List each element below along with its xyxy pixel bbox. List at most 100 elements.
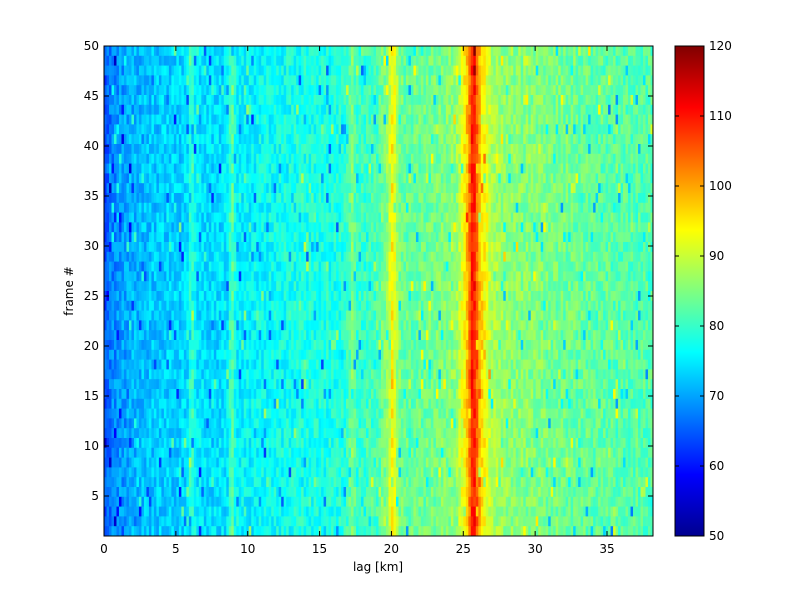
heatmap-cell (393, 222, 397, 233)
heatmap-cell (633, 183, 636, 194)
heatmap-cell (573, 212, 577, 223)
heatmap-cell (248, 95, 252, 106)
heatmap-cell (498, 202, 502, 213)
heatmap-cell (468, 124, 472, 135)
heatmap-cell (183, 75, 187, 86)
heatmap-cell (448, 144, 452, 155)
heatmap-cell (613, 222, 616, 233)
heatmap-cell (573, 242, 577, 253)
heatmap-cell (538, 75, 542, 86)
heatmap-cell (328, 212, 332, 223)
heatmap-cell (226, 134, 230, 145)
heatmap-cell (593, 193, 597, 204)
heatmap-cell (488, 144, 492, 155)
heatmap-cell (615, 193, 619, 204)
heatmap-cell (548, 95, 552, 106)
heatmap-cell (535, 55, 539, 66)
heatmap-cell (618, 65, 621, 76)
heatmap-cell (141, 144, 145, 155)
heatmap-cell (186, 251, 190, 262)
heatmap-cell (211, 193, 215, 204)
heatmap-cell (613, 251, 616, 262)
heatmap-cell (550, 173, 554, 184)
heatmap-cell (618, 46, 621, 57)
heatmap-cell (216, 124, 220, 135)
heatmap-cell (263, 65, 267, 76)
heatmap-cell (515, 85, 519, 96)
heatmap-cell (343, 163, 347, 174)
heatmap-cell (558, 222, 562, 233)
heatmap-cell (231, 95, 235, 106)
heatmap-cell (318, 124, 322, 135)
heatmap-cell (186, 124, 190, 135)
heatmap-cell (510, 134, 514, 145)
heatmap-cell (318, 65, 322, 76)
heatmap-cell (605, 153, 609, 164)
heatmap-cell (530, 95, 534, 106)
heatmap-cell (550, 75, 554, 86)
heatmap-cell (203, 202, 207, 213)
heatmap-cell (258, 65, 262, 76)
heatmap-cell (543, 193, 547, 204)
heatmap-cell (523, 114, 527, 125)
heatmap-cell (366, 222, 369, 233)
heatmap-cell (508, 85, 512, 96)
heatmap-cell (153, 114, 157, 125)
heatmap-cell (308, 212, 312, 223)
heatmap-cell (573, 46, 577, 57)
heatmap-cell (633, 173, 636, 184)
heatmap-cell (161, 114, 165, 125)
heatmap-cell (236, 212, 240, 223)
heatmap-cell (560, 144, 564, 155)
heatmap-cell (543, 153, 547, 164)
heatmap-cell (273, 95, 277, 106)
heatmap-cell (475, 114, 479, 125)
heatmap-cell (298, 251, 302, 262)
heatmap-cell (608, 222, 611, 233)
heatmap-cell (563, 75, 567, 86)
heatmap-cell (173, 55, 177, 66)
heatmap-cell (540, 65, 544, 76)
heatmap-cell (620, 163, 624, 174)
heatmap-cell (475, 163, 479, 174)
heatmap-cell (540, 46, 544, 57)
heatmap-cell (630, 212, 634, 223)
heatmap-cell (435, 222, 439, 233)
heatmap-cell (138, 65, 142, 76)
heatmap-cell (510, 55, 514, 66)
heatmap-cell (231, 212, 235, 223)
heatmap-cell (161, 65, 165, 76)
heatmap-cell (373, 65, 377, 76)
heatmap-cell (490, 95, 494, 106)
heatmap-cell (221, 251, 225, 262)
heatmap-cell (368, 232, 372, 243)
heatmap-cell (583, 222, 587, 233)
heatmap-cell (528, 173, 532, 184)
heatmap-cell (645, 153, 649, 164)
heatmap-cell (528, 104, 532, 115)
heatmap-cell (640, 242, 644, 253)
heatmap-cell (166, 85, 170, 96)
heatmap-cell (263, 222, 267, 233)
heatmap-cell (278, 55, 282, 66)
heatmap-cell (415, 46, 419, 57)
heatmap-cell (356, 232, 359, 243)
heatmap-cell (193, 163, 197, 174)
heatmap-cell (173, 144, 177, 155)
heatmap-cell (246, 95, 250, 106)
heatmap-cell (468, 65, 472, 76)
heatmap-cell (580, 193, 584, 204)
heatmap-cell (153, 144, 157, 155)
heatmap-cell (368, 114, 372, 125)
heatmap-cell (206, 173, 210, 184)
heatmap-cell (278, 114, 282, 125)
heatmap-cell (465, 163, 469, 174)
heatmap-cell (126, 85, 130, 96)
heatmap-cell (328, 193, 332, 204)
heatmap-cell (116, 124, 120, 135)
heatmap-cell (263, 75, 267, 86)
heatmap-cell (578, 134, 582, 145)
heatmap-cell (158, 232, 162, 243)
heatmap-cell (183, 251, 187, 262)
heatmap-cell (470, 242, 474, 253)
